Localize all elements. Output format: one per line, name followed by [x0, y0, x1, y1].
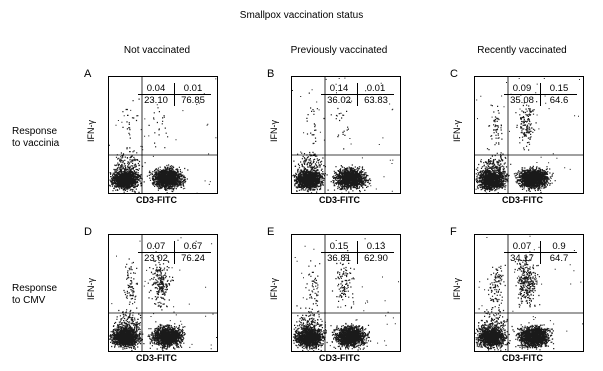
scatter-dots — [292, 77, 400, 193]
scatter-plot: 0.09 0.15 35.08 64.6 — [474, 76, 584, 194]
column-title-recently-vaccinated: Recently vaccinated — [477, 45, 567, 56]
cell-events — [292, 77, 394, 193]
quadrant-lower-right: 64.6 — [549, 95, 569, 106]
panel-letter: D — [84, 226, 92, 238]
quadrant-upper-left: 0.07 — [138, 241, 175, 253]
quadrant-upper-right: 0.15 — [541, 83, 577, 95]
quadrant-upper-right: 0.01 — [175, 83, 211, 95]
row-title-cmv-line2: to CMV — [12, 295, 46, 306]
scatter-dots — [475, 77, 583, 193]
quadrant-upper-left: 0.15 — [321, 241, 358, 253]
cell-events — [475, 235, 583, 351]
quadrant-lower-left: 35.08 — [504, 95, 541, 106]
quadrant-lower-left: 23.02 — [138, 253, 175, 264]
figure-title: Smallpox vaccination status — [239, 10, 364, 21]
row-title-cmv-line1: Response — [12, 283, 58, 294]
scatter-dots — [109, 77, 217, 193]
quadrant-upper-right: 0.01 — [358, 83, 394, 95]
y-axis-label: IFN-γ — [86, 120, 96, 142]
quadrant-upper-left: 0.09 — [504, 83, 541, 95]
cell-events — [109, 237, 217, 351]
quadrant-percentages: 0.15 0.13 36.81 62.90 — [321, 241, 394, 264]
x-axis-label: CD3-FITC — [502, 195, 543, 205]
quadrant-percentages: 0.04 0.01 23.10 76.85 — [138, 83, 211, 106]
quadrant-lower-left: 36.02 — [321, 95, 358, 106]
x-axis-label: CD3-FITC — [136, 195, 177, 205]
y-axis-label: IFN-γ — [269, 278, 279, 300]
quadrant-upper-left: 0.04 — [138, 83, 175, 95]
x-axis-label: CD3-FITC — [319, 353, 360, 363]
scatter-dots — [475, 235, 583, 351]
panel-letter: A — [84, 68, 92, 80]
quadrant-upper-right: 0.13 — [358, 241, 394, 253]
quadrant-upper-left: 0.07 — [504, 241, 541, 253]
panel-letter: F — [450, 226, 457, 238]
y-axis-label: IFN-γ — [269, 120, 279, 142]
y-axis-label: IFN-γ — [452, 278, 462, 300]
quadrant-percentages: 0.07 0.67 23.02 76.24 — [138, 241, 211, 264]
y-axis-label: IFN-γ — [86, 278, 96, 300]
quadrant-percentages: 0.14 0.01 36.02 63.83 — [321, 83, 394, 106]
row-title-vaccinia-line1: Response — [12, 126, 58, 137]
quadrant-percentages: 0.09 0.15 35.08 64.6 — [504, 83, 577, 106]
cell-events — [475, 78, 583, 193]
panel-letter: E — [267, 226, 275, 238]
scatter-plot: 0.15 0.13 36.81 62.90 — [291, 234, 401, 352]
quadrant-lower-right: 63.83 — [364, 95, 388, 106]
x-axis-label: CD3-FITC — [136, 353, 177, 363]
panel-letter: B — [267, 68, 275, 80]
row-title-vaccinia-line2: to vaccinia — [12, 138, 60, 149]
quadrant-lower-left: 36.81 — [321, 253, 358, 264]
x-axis-label: CD3-FITC — [319, 195, 360, 205]
cell-events — [109, 78, 217, 193]
y-axis-label: IFN-γ — [452, 120, 462, 142]
quadrant-upper-right: 0.67 — [175, 241, 211, 253]
cell-events — [292, 238, 399, 351]
panel-letter: C — [450, 68, 458, 80]
quadrant-percentages: 0.07 0.9 34.17 64.7 — [504, 241, 577, 264]
scatter-dots — [292, 235, 400, 351]
quadrant-upper-left: 0.14 — [321, 83, 358, 95]
scatter-plot: 0.07 0.9 34.17 64.7 — [474, 234, 584, 352]
column-title-not-vaccinated: Not vaccinated — [123, 45, 191, 56]
scatter-dots — [109, 235, 217, 351]
quadrant-lower-right: 64.7 — [549, 253, 569, 264]
quadrant-upper-right: 0.9 — [541, 241, 577, 253]
quadrant-lower-left: 34.17 — [504, 253, 541, 264]
quadrant-lower-left: 23.10 — [138, 95, 175, 106]
scatter-plot: 0.04 0.01 23.10 76.85 — [108, 76, 218, 194]
x-axis-label: CD3-FITC — [502, 353, 543, 363]
quadrant-lower-right: 76.85 — [181, 95, 205, 106]
column-title-previously-vaccinated: Previously vaccinated — [290, 45, 388, 56]
quadrant-lower-right: 76.24 — [181, 253, 205, 264]
scatter-plot: 0.14 0.01 36.02 63.83 — [291, 76, 401, 194]
scatter-plot: 0.07 0.67 23.02 76.24 — [108, 234, 218, 352]
quadrant-lower-right: 62.90 — [364, 253, 388, 264]
row-title-cmv: Response to CMV — [12, 283, 57, 307]
row-title-vaccinia: Response to vaccinia — [12, 126, 59, 150]
